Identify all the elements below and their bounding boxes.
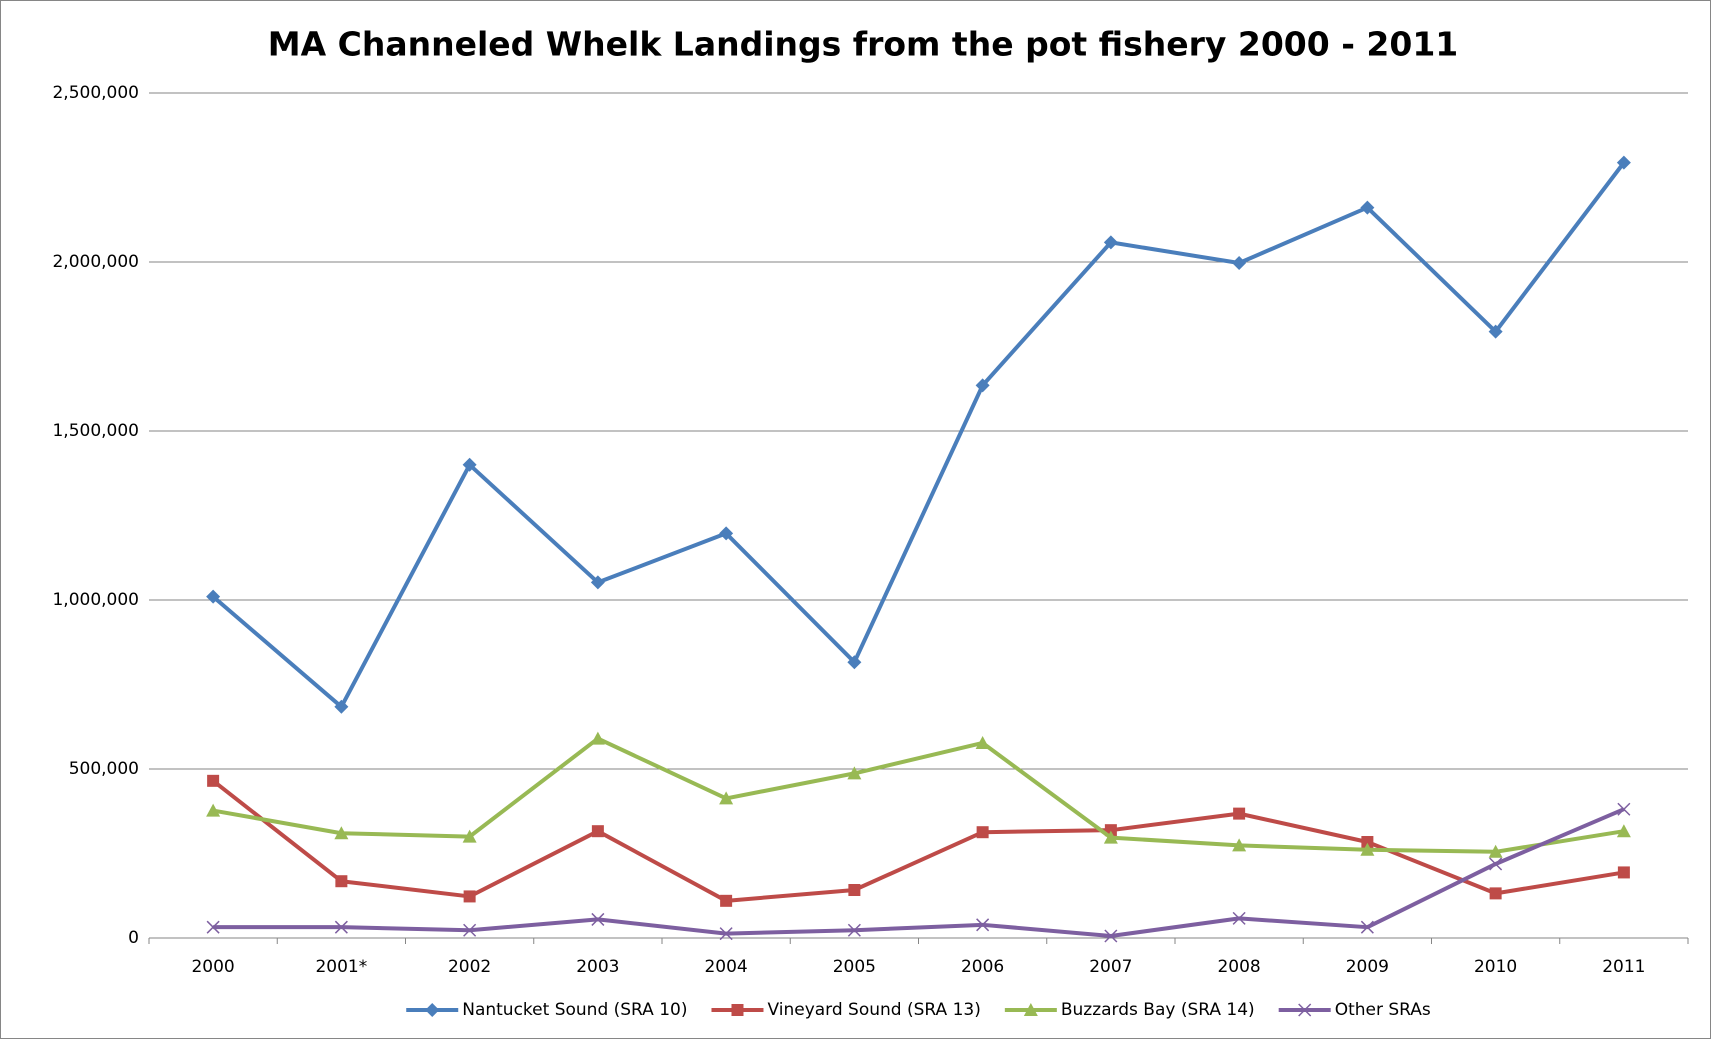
x-tick-label: 2002 bbox=[448, 957, 491, 977]
x-tick-label: 2000 bbox=[191, 957, 234, 977]
legend-label: Buzzards Bay (SRA 14) bbox=[1061, 1000, 1255, 1020]
marker bbox=[731, 1004, 744, 1016]
marker bbox=[335, 875, 348, 888]
x-tick-label: 2004 bbox=[704, 957, 747, 977]
marker bbox=[847, 655, 862, 670]
marker bbox=[590, 731, 605, 745]
marker bbox=[1488, 844, 1503, 858]
marker bbox=[719, 927, 733, 941]
marker bbox=[334, 699, 349, 714]
marker bbox=[591, 912, 605, 926]
marker bbox=[462, 829, 477, 843]
marker bbox=[334, 920, 348, 934]
marker bbox=[591, 825, 604, 838]
marker bbox=[1233, 807, 1246, 820]
x-tick-label: 2010 bbox=[1474, 957, 1517, 977]
marker bbox=[1232, 838, 1247, 852]
chart-title: MA Channeled Whelk Landings from the pot… bbox=[268, 25, 1459, 64]
marker bbox=[1103, 830, 1118, 844]
marker bbox=[1488, 324, 1503, 339]
legend-label: Nantucket Sound (SRA 10) bbox=[462, 1000, 687, 1020]
marker bbox=[206, 920, 220, 934]
marker bbox=[334, 826, 349, 840]
marker bbox=[1489, 887, 1502, 900]
marker bbox=[1360, 200, 1375, 215]
marker bbox=[1616, 824, 1631, 838]
marker bbox=[847, 766, 862, 780]
y-tick-label: 500,000 bbox=[69, 759, 139, 779]
marker bbox=[1360, 842, 1375, 856]
marker bbox=[719, 526, 734, 541]
y-tick-label: 2,000,000 bbox=[52, 252, 139, 272]
marker bbox=[207, 774, 220, 787]
legend: Nantucket Sound (SRA 10) Vineyard Sound (… bbox=[406, 1000, 1431, 1020]
y-tick-label: 0 bbox=[128, 928, 139, 948]
series-line bbox=[213, 807, 1625, 938]
y-tick-label: 1,000,000 bbox=[52, 590, 139, 610]
marker bbox=[1489, 857, 1503, 871]
series-line bbox=[211, 161, 1626, 709]
legend-label: Vineyard Sound (SRA 13) bbox=[767, 1000, 980, 1020]
x-tick-label: 2007 bbox=[1089, 957, 1132, 977]
x-tick-label: 2008 bbox=[1217, 957, 1260, 977]
marker bbox=[1616, 155, 1631, 170]
x-tick-label: 2011 bbox=[1602, 957, 1645, 977]
marker bbox=[975, 378, 990, 393]
x-tick-label: 2003 bbox=[576, 957, 619, 977]
x-tick-label: 2005 bbox=[833, 957, 876, 977]
series-line bbox=[212, 736, 1625, 854]
marker bbox=[1361, 836, 1374, 849]
marker bbox=[206, 589, 221, 604]
marker bbox=[847, 923, 861, 937]
marker bbox=[1298, 1003, 1312, 1017]
legend-label: Other SRAs bbox=[1335, 1000, 1431, 1020]
marker bbox=[976, 826, 989, 839]
marker bbox=[425, 1003, 440, 1017]
marker bbox=[206, 803, 221, 817]
marker bbox=[720, 894, 733, 907]
marker bbox=[1104, 929, 1118, 943]
marker bbox=[976, 918, 990, 932]
marker bbox=[463, 923, 477, 937]
x-tick-label: 2006 bbox=[961, 957, 1004, 977]
marker bbox=[462, 457, 477, 472]
marker bbox=[848, 884, 861, 897]
x-tick-label: 2009 bbox=[1346, 957, 1389, 977]
x-tick-label: 2001* bbox=[315, 957, 367, 977]
marker bbox=[590, 575, 605, 590]
marker bbox=[719, 791, 734, 805]
marker bbox=[1617, 802, 1631, 816]
marker bbox=[1617, 866, 1630, 879]
y-tick-label: 2,500,000 bbox=[52, 83, 139, 103]
marker bbox=[1023, 1003, 1038, 1016]
marker bbox=[463, 890, 476, 903]
y-tick-label: 1,500,000 bbox=[52, 421, 139, 441]
marker bbox=[1103, 235, 1118, 250]
marker bbox=[1232, 911, 1246, 925]
marker bbox=[1232, 256, 1247, 271]
marker bbox=[1360, 920, 1374, 934]
marker bbox=[975, 735, 990, 749]
